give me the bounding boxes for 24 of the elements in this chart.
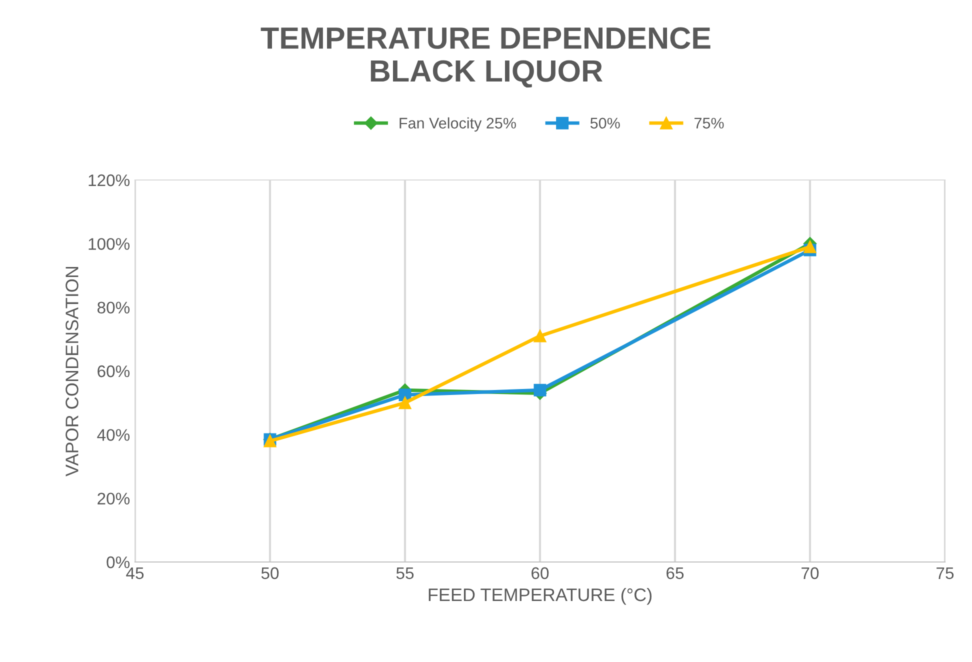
- legend-label: Fan Velocity 25%: [400, 117, 516, 132]
- y-tick-label: 100%: [88, 238, 130, 250]
- y-tick-label: 20%: [98, 492, 130, 505]
- point: [534, 384, 546, 396]
- y-axis-title: VAPOR CONDENSATION: [66, 266, 78, 476]
- x-tick-label: 55: [396, 567, 414, 580]
- y-tick-label: 120%: [88, 174, 130, 186]
- x-tick-label: 70: [802, 567, 819, 580]
- x-tick-label: 75: [936, 567, 954, 580]
- x-tick-label: 60: [532, 567, 549, 580]
- chart-title: TEMPERATURE DEPENDENCE BLACK LIQUOR: [260, 27, 710, 88]
- point: [534, 330, 546, 342]
- x-tick-label: 45: [126, 567, 144, 580]
- y-tick-label: 0%: [106, 556, 130, 568]
- x-tick-label: 50: [261, 567, 279, 580]
- y-tick-label: 40%: [97, 429, 130, 441]
- point: [804, 240, 816, 254]
- y-tick-label: 60%: [98, 365, 130, 378]
- x-tick-label: 65: [666, 567, 684, 580]
- x-axis-title: FEED TEMPERATURE (°C): [428, 588, 652, 605]
- point: [398, 396, 412, 410]
- y-tick-label: 80%: [98, 302, 130, 314]
- legend-label: 75%: [694, 118, 724, 129]
- legend-label: 50%: [590, 118, 620, 129]
